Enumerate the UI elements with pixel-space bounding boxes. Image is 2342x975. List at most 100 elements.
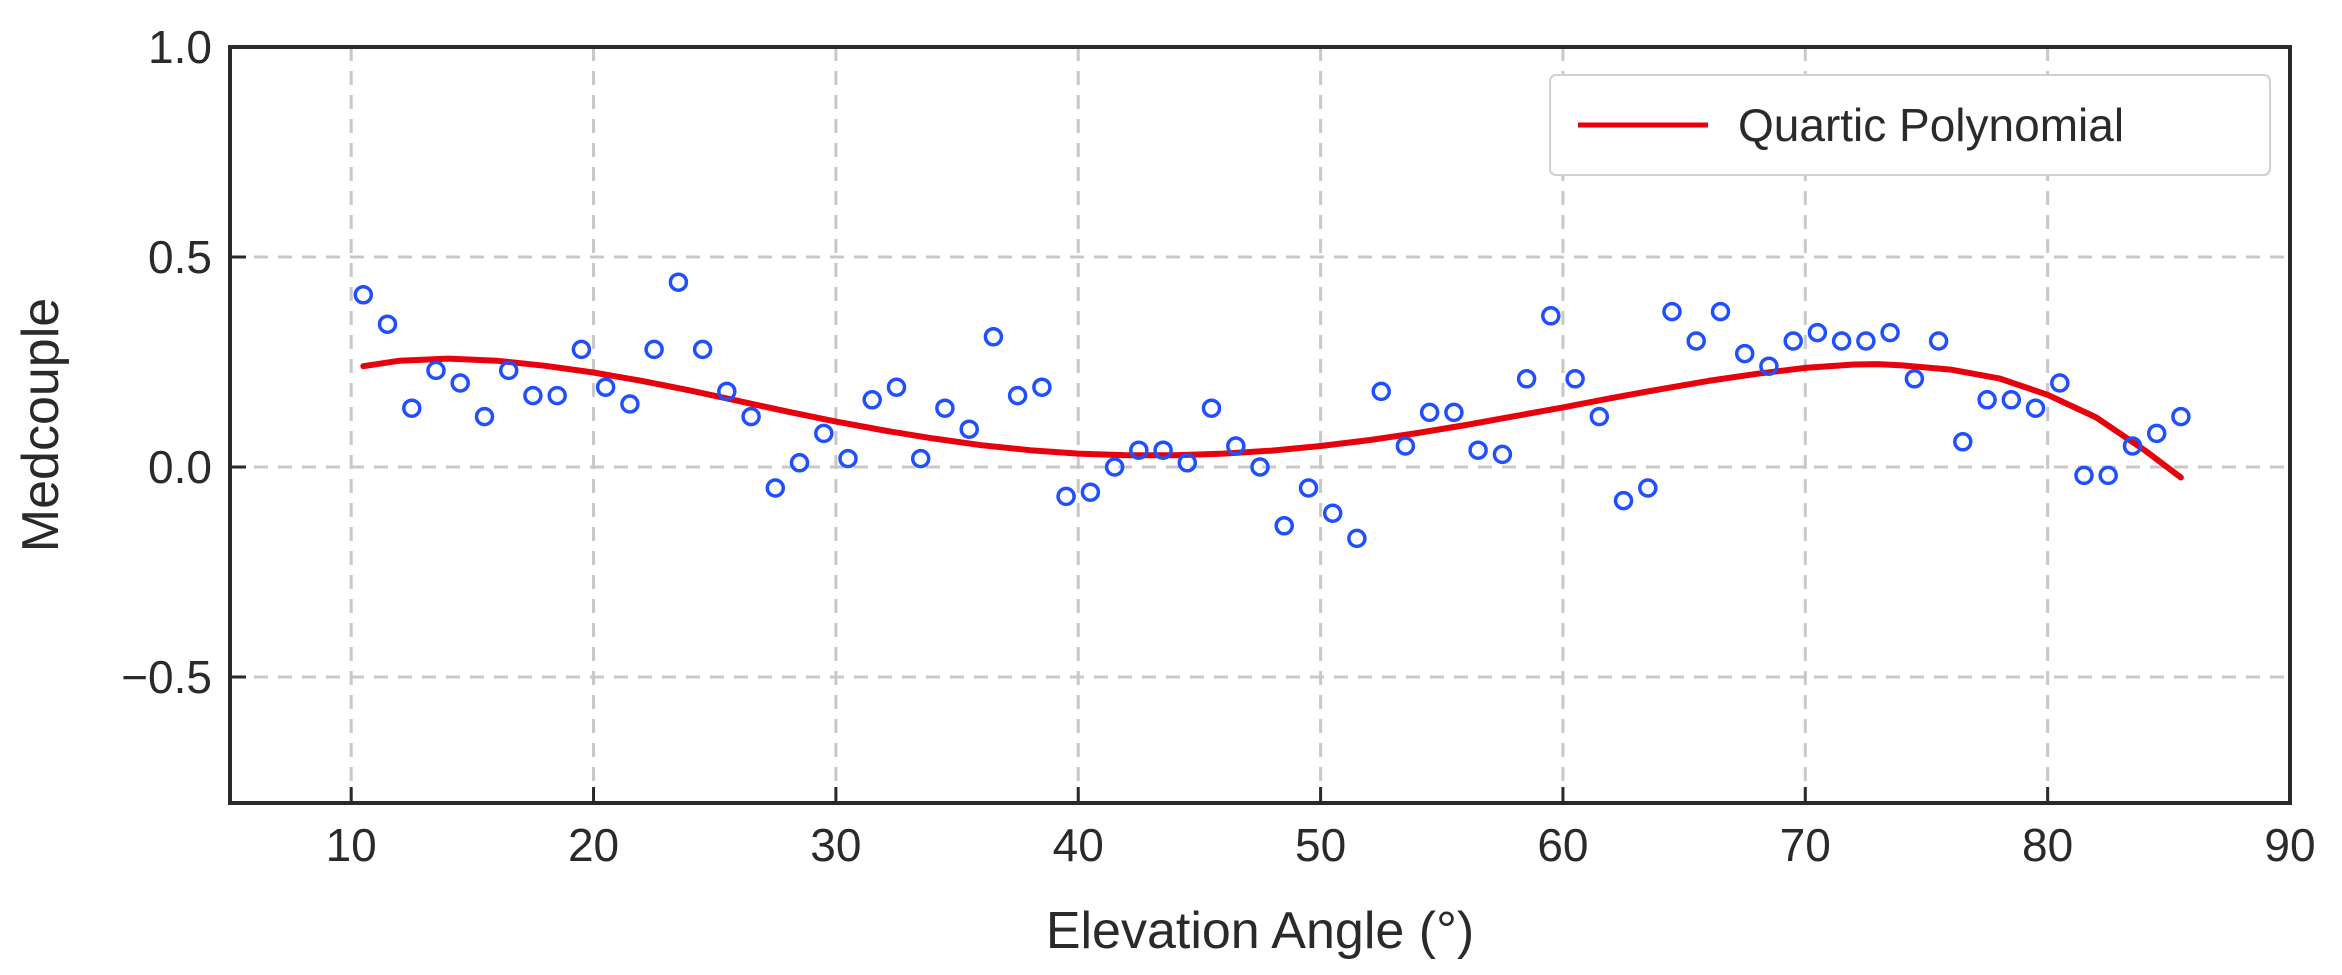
data-point [1298,478,1319,498]
data-point [910,448,931,469]
data-point [547,385,567,406]
axis-ticks [230,45,2292,803]
data-point [1226,436,1246,456]
y-axis-title: Medcouple [12,298,70,552]
data-point [1759,356,1779,376]
data-point [474,406,495,427]
data-point [571,339,592,360]
x-tick-label: 20 [568,819,619,871]
points-layer [353,272,2191,549]
data-point [765,478,786,498]
data-point [1444,402,1464,423]
data-point [2098,465,2118,486]
data-point [1928,331,1949,351]
data-point [1201,398,1222,418]
data-point [1638,478,1658,498]
data-point [2050,373,2070,393]
data-point [1104,457,1125,477]
data-point [1419,402,1440,423]
data-point [1056,486,1076,507]
data-point [450,373,470,393]
data-point [959,419,979,439]
data-point [2122,436,2143,456]
data-point [523,385,543,406]
data-point [1080,482,1101,502]
legend-box [1549,74,2271,176]
data-point [1783,331,1803,351]
y-tick-label: 0.5 [148,231,212,283]
data-point [1880,322,1900,343]
data-point [1807,322,1828,343]
data-point [668,272,689,292]
data-point [789,453,810,473]
data-point [886,377,907,397]
data-point [1953,432,1973,452]
x-tick-label: 60 [1537,819,1588,871]
data-point [983,327,1004,347]
data-point [1153,440,1173,460]
x-tick-label: 40 [1053,819,1104,871]
data-point [2025,398,2046,418]
y-tick-label: 1.0 [148,21,212,73]
data-point [1831,331,1852,351]
quartic-polynomial-curve [360,355,2184,481]
data-point [1710,301,1731,322]
tick-labels: 10 20 30 40 50 60 70 80 90 −0.5 0.0 0.5 1.0 [121,21,2315,871]
data-point [862,390,882,410]
x-tick-label: 80 [2022,819,2073,871]
data-point [2074,465,2094,486]
data-point [1032,377,1052,397]
data-point [1589,406,1610,427]
legend-label: Quartic Polynomial [1738,99,2124,151]
data-point [353,285,374,305]
data-point [426,360,446,381]
y-tick-label: −0.5 [121,651,212,703]
data-point [1395,436,1416,456]
data-point [741,406,761,427]
data-point [1274,516,1294,536]
data-point [2001,390,2022,410]
x-tick-label: 50 [1295,819,1346,871]
data-point [402,398,422,418]
data-point [1686,331,1706,351]
data-point [717,381,737,402]
data-point [1734,343,1755,364]
data-point [1129,440,1149,460]
data-point [1492,444,1513,465]
x-tick-label: 90 [2264,819,2315,871]
data-point [1516,369,1537,389]
data-point [498,360,519,381]
data-point [692,339,713,360]
data-point [1565,369,1585,389]
data-point [1007,385,1028,406]
x-tick-label: 10 [326,819,377,871]
grid-lines [230,47,2290,803]
data-point [1904,369,1925,389]
data-point [1347,528,1367,549]
data-point [1613,490,1634,511]
data-point [595,377,616,397]
data-point [1662,301,1682,322]
data-point [620,394,640,414]
data-point [838,448,858,469]
data-point [377,314,398,334]
data-point [1371,381,1391,402]
x-tick-label: 70 [1780,819,1831,871]
plot-frame [228,45,2292,805]
data-point [1856,331,1876,351]
x-axis-title: Elevation Angle (°) [1046,902,1474,960]
data-point [644,339,664,360]
data-point [1468,440,1488,460]
data-point [1541,306,1561,326]
data-point [1177,453,1198,473]
data-point [1250,457,1270,477]
legend: Quartic Polynomial [1549,74,2271,176]
y-tick-label: 0.0 [148,441,212,493]
data-point [935,398,955,418]
data-point [814,423,834,444]
data-point [2146,423,2167,444]
curve-layer [360,355,2184,481]
x-tick-label: 30 [810,819,861,871]
data-point [1977,390,1997,410]
